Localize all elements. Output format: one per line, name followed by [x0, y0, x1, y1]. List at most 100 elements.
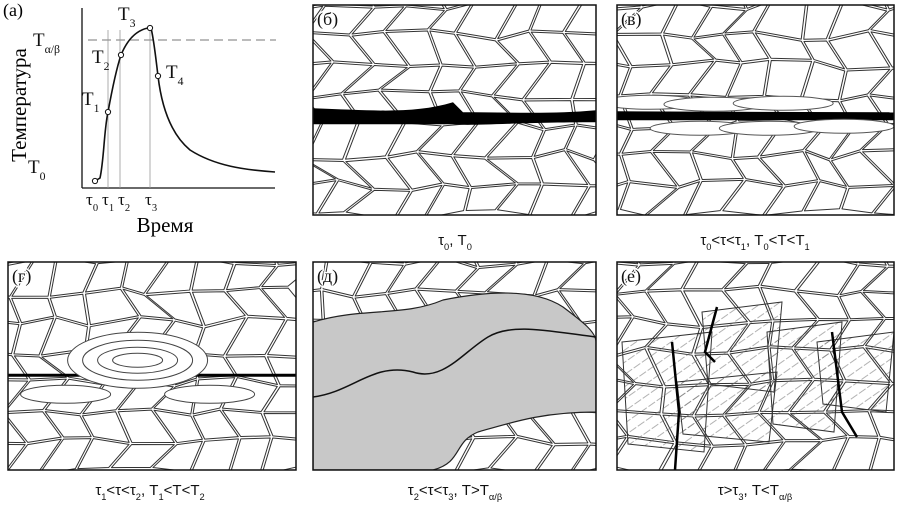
grain	[49, 262, 97, 297]
grain	[13, 317, 55, 356]
grain	[724, 263, 770, 290]
grain	[693, 34, 741, 63]
grain	[870, 31, 894, 68]
text-part: τ	[145, 190, 152, 209]
temperature-label: T1	[82, 89, 100, 115]
text-part: , T>T	[453, 482, 488, 499]
grain	[460, 262, 478, 267]
subscript: 3	[130, 17, 136, 30]
grain	[262, 437, 296, 470]
grain	[345, 157, 411, 190]
grain	[8, 380, 29, 406]
grain	[760, 262, 818, 291]
text-part: τ	[95, 482, 101, 499]
grain	[663, 34, 715, 65]
grain	[110, 443, 175, 469]
grain	[263, 413, 296, 439]
grain	[617, 263, 639, 291]
grain	[530, 5, 580, 32]
micrograph	[313, 0, 596, 215]
text-part: T	[118, 4, 130, 25]
grain	[617, 436, 627, 453]
grain	[803, 181, 848, 212]
grain	[95, 262, 96, 263]
grain	[221, 409, 271, 438]
grain	[97, 262, 101, 263]
boundary	[313, 328, 596, 398]
grain	[192, 409, 239, 440]
grain	[886, 262, 894, 266]
grain	[228, 262, 234, 263]
grain	[745, 5, 758, 9]
grain	[430, 65, 474, 92]
grain	[8, 411, 62, 443]
subscript: 2	[200, 492, 205, 502]
subscript: 3	[448, 492, 453, 502]
grain	[652, 151, 701, 187]
grain	[565, 125, 596, 160]
grain	[8, 438, 62, 470]
text-part: T	[166, 62, 178, 83]
caption: τ0<τ<τ1, T0<T<T1	[700, 232, 809, 252]
grain	[318, 180, 373, 214]
caption: τ0, T0	[438, 232, 472, 252]
grain	[735, 441, 784, 470]
grain	[803, 40, 846, 70]
grain	[500, 0, 539, 2]
panel-label: (б)	[317, 9, 338, 30]
grain	[457, 436, 516, 470]
micrograph	[617, 262, 894, 470]
grain	[313, 180, 337, 214]
grain	[8, 354, 29, 380]
text-part: τ	[86, 190, 93, 209]
grain	[191, 291, 246, 326]
grain	[385, 6, 445, 31]
grain	[862, 291, 894, 319]
grain	[564, 33, 596, 63]
grain	[573, 63, 596, 100]
subscript: 1	[741, 242, 746, 252]
grain	[343, 64, 408, 94]
grain	[152, 440, 203, 470]
grain	[490, 437, 553, 470]
subscript: 0	[93, 203, 98, 214]
grain	[727, 59, 770, 97]
panel-frame	[616, 4, 895, 216]
grain	[465, 184, 517, 211]
grain	[261, 264, 296, 288]
grain	[429, 30, 474, 67]
grain	[493, 62, 550, 100]
grain	[699, 445, 745, 470]
grain	[862, 150, 894, 184]
grain	[796, 291, 849, 320]
grain	[497, 5, 540, 40]
grain	[573, 186, 596, 215]
text-part: <τ<τ	[711, 232, 740, 249]
grain	[647, 262, 697, 291]
grain	[261, 287, 296, 319]
temperature-label: T3	[118, 4, 136, 30]
grain	[267, 319, 296, 357]
grain	[617, 263, 673, 294]
text-part: , T<T	[744, 482, 779, 499]
subscript: 4	[178, 75, 184, 88]
y-axis-title: Температура	[7, 47, 31, 161]
grain	[486, 157, 542, 184]
grain	[533, 150, 589, 186]
grain	[566, 150, 596, 186]
grain	[638, 262, 674, 265]
grain	[691, 152, 744, 181]
grain	[754, 5, 806, 40]
lamellar-grain	[816, 331, 894, 413]
curve-point	[154, 72, 162, 80]
curve-point	[146, 24, 154, 32]
grain	[559, 290, 596, 323]
subscript: 2	[104, 60, 110, 73]
grain	[861, 124, 894, 151]
grain	[834, 437, 879, 470]
grain	[828, 5, 888, 40]
subscript: 1	[805, 242, 810, 252]
grain	[379, 262, 404, 264]
subscript: 2	[136, 492, 141, 502]
curve-point	[91, 177, 99, 185]
